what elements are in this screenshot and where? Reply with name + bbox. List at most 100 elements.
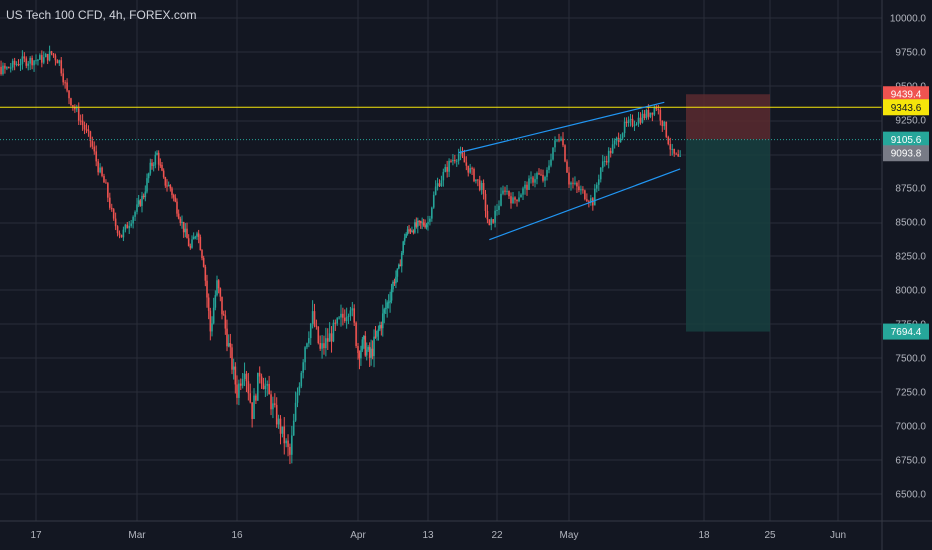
candle-down bbox=[161, 162, 163, 172]
candle-up bbox=[363, 334, 365, 349]
candle-down bbox=[68, 90, 70, 105]
candle-body bbox=[56, 60, 59, 64]
price-tag-bg bbox=[883, 99, 929, 116]
candle-body bbox=[17, 64, 20, 66]
candle-body bbox=[326, 338, 329, 342]
candle-up bbox=[621, 132, 624, 141]
candle-up bbox=[389, 291, 391, 313]
take-profit-zone[interactable] bbox=[686, 139, 770, 332]
chart-title: US Tech 100 CFD, 4h, FOREX.com bbox=[6, 8, 197, 22]
candle-up bbox=[294, 391, 297, 422]
candle-down bbox=[217, 279, 220, 294]
candle-body bbox=[473, 168, 475, 182]
candle-body bbox=[50, 51, 53, 54]
position-zones bbox=[686, 94, 770, 332]
candle-body bbox=[174, 197, 177, 202]
candle-body bbox=[308, 338, 310, 344]
candle-up bbox=[442, 168, 445, 187]
candle-up bbox=[11, 58, 14, 71]
candle-down bbox=[572, 177, 574, 189]
candle-body bbox=[291, 435, 293, 455]
candle-body bbox=[384, 308, 387, 310]
candle-body bbox=[136, 204, 138, 212]
candle-down bbox=[409, 228, 412, 235]
candle-body bbox=[6, 67, 8, 69]
candle-body bbox=[494, 210, 496, 223]
candle-body bbox=[538, 173, 540, 175]
candle-body bbox=[584, 190, 586, 200]
candle-down bbox=[31, 55, 33, 70]
candle-body bbox=[239, 383, 242, 386]
candle-down bbox=[112, 208, 115, 221]
candle-down bbox=[110, 203, 113, 212]
candle-body bbox=[631, 118, 634, 126]
candle-down bbox=[486, 204, 489, 224]
candle-body bbox=[390, 289, 393, 301]
candle-up bbox=[19, 58, 22, 72]
candle-body bbox=[279, 418, 282, 434]
candle-body bbox=[524, 184, 526, 189]
candle-body bbox=[522, 188, 524, 195]
candle-down bbox=[118, 230, 121, 239]
price-tag-label: 9105.6 bbox=[891, 135, 922, 146]
candle-up bbox=[601, 154, 604, 172]
stop-loss-zone[interactable] bbox=[686, 94, 770, 140]
y-tick-label: 7250.0 bbox=[895, 388, 926, 399]
candle-up bbox=[649, 112, 652, 119]
candle-body bbox=[405, 234, 407, 238]
candle-up bbox=[281, 426, 284, 438]
candle-up bbox=[392, 280, 394, 293]
candle-body bbox=[530, 177, 532, 179]
candle-body bbox=[159, 164, 162, 166]
candle-body bbox=[387, 302, 390, 304]
candle-up bbox=[360, 345, 362, 366]
candle-up bbox=[406, 226, 409, 236]
candle-body bbox=[427, 221, 429, 225]
candle-body bbox=[353, 308, 356, 323]
candle-body bbox=[338, 317, 340, 319]
candle-up bbox=[623, 117, 626, 138]
candle-body bbox=[364, 335, 367, 356]
candle-body bbox=[227, 343, 230, 347]
candle-up bbox=[663, 120, 666, 130]
candle-body bbox=[360, 350, 362, 359]
candle-down bbox=[562, 132, 564, 148]
candle-body bbox=[641, 113, 644, 123]
candle-body bbox=[400, 252, 403, 267]
candle-body bbox=[296, 392, 299, 403]
candle-down bbox=[677, 149, 679, 158]
candle-down bbox=[226, 319, 228, 352]
candle-body bbox=[147, 173, 150, 179]
candle-body bbox=[679, 155, 681, 157]
candle-down bbox=[87, 125, 90, 137]
candle-up bbox=[520, 193, 522, 198]
candle-up bbox=[383, 307, 386, 324]
candle-body bbox=[328, 333, 331, 342]
candle-down bbox=[221, 296, 223, 320]
channel-lower-line[interactable] bbox=[489, 168, 681, 241]
candle-down bbox=[41, 50, 43, 68]
candle-body bbox=[613, 140, 616, 145]
channel-upper-line[interactable] bbox=[458, 101, 665, 154]
candle-body bbox=[134, 211, 136, 217]
candle-body bbox=[256, 372, 259, 401]
candle-down bbox=[186, 222, 188, 239]
candle-up bbox=[436, 177, 439, 191]
candle-down bbox=[516, 199, 518, 207]
candle-body bbox=[370, 348, 372, 358]
candle-up bbox=[75, 104, 78, 113]
candle-body bbox=[209, 310, 212, 332]
candle-body bbox=[667, 136, 670, 145]
candle-body bbox=[518, 197, 520, 202]
candle-down bbox=[488, 219, 491, 226]
candle-down bbox=[116, 225, 119, 237]
candle-up bbox=[48, 45, 51, 62]
candle-up bbox=[306, 342, 308, 350]
candle-down bbox=[655, 105, 658, 112]
candle-down bbox=[343, 309, 346, 323]
candle-down bbox=[101, 166, 103, 178]
candle-body bbox=[574, 182, 576, 184]
candle-body bbox=[251, 402, 253, 419]
candle-body bbox=[226, 328, 228, 347]
